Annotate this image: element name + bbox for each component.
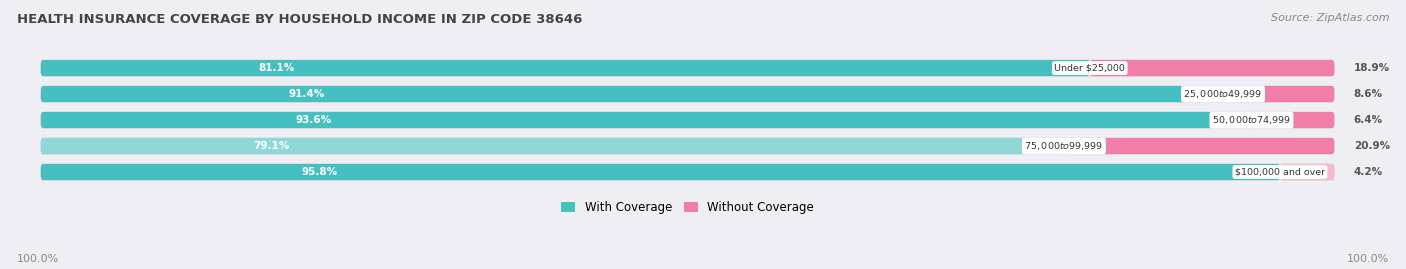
Text: $50,000 to $74,999: $50,000 to $74,999 bbox=[1212, 114, 1291, 126]
Text: 93.6%: 93.6% bbox=[295, 115, 332, 125]
Text: Source: ZipAtlas.com: Source: ZipAtlas.com bbox=[1271, 13, 1389, 23]
Text: Under $25,000: Under $25,000 bbox=[1054, 63, 1125, 73]
Text: $25,000 to $49,999: $25,000 to $49,999 bbox=[1184, 88, 1263, 100]
FancyBboxPatch shape bbox=[41, 164, 1334, 180]
FancyBboxPatch shape bbox=[1064, 138, 1334, 154]
Text: 8.6%: 8.6% bbox=[1354, 89, 1382, 99]
FancyBboxPatch shape bbox=[41, 138, 1064, 154]
Text: 91.4%: 91.4% bbox=[288, 89, 325, 99]
Text: 100.0%: 100.0% bbox=[1347, 254, 1389, 264]
Text: HEALTH INSURANCE COVERAGE BY HOUSEHOLD INCOME IN ZIP CODE 38646: HEALTH INSURANCE COVERAGE BY HOUSEHOLD I… bbox=[17, 13, 582, 26]
FancyBboxPatch shape bbox=[41, 112, 1334, 128]
FancyBboxPatch shape bbox=[41, 164, 1279, 180]
Legend: With Coverage, Without Coverage: With Coverage, Without Coverage bbox=[557, 196, 818, 219]
Text: 20.9%: 20.9% bbox=[1354, 141, 1389, 151]
FancyBboxPatch shape bbox=[41, 112, 1251, 128]
FancyBboxPatch shape bbox=[1251, 112, 1334, 128]
Text: 79.1%: 79.1% bbox=[253, 141, 290, 151]
FancyBboxPatch shape bbox=[41, 86, 1334, 102]
Text: 18.9%: 18.9% bbox=[1354, 63, 1389, 73]
Text: 100.0%: 100.0% bbox=[17, 254, 59, 264]
FancyBboxPatch shape bbox=[41, 60, 1090, 76]
Text: $75,000 to $99,999: $75,000 to $99,999 bbox=[1025, 140, 1104, 152]
Text: 6.4%: 6.4% bbox=[1354, 115, 1382, 125]
FancyBboxPatch shape bbox=[41, 60, 1334, 76]
FancyBboxPatch shape bbox=[41, 138, 1334, 154]
Text: 4.2%: 4.2% bbox=[1354, 167, 1382, 177]
FancyBboxPatch shape bbox=[1090, 60, 1334, 76]
Text: 81.1%: 81.1% bbox=[259, 63, 295, 73]
FancyBboxPatch shape bbox=[1223, 86, 1334, 102]
FancyBboxPatch shape bbox=[1279, 164, 1334, 180]
FancyBboxPatch shape bbox=[41, 86, 1223, 102]
Text: 95.8%: 95.8% bbox=[302, 167, 337, 177]
Text: $100,000 and over: $100,000 and over bbox=[1234, 168, 1324, 176]
